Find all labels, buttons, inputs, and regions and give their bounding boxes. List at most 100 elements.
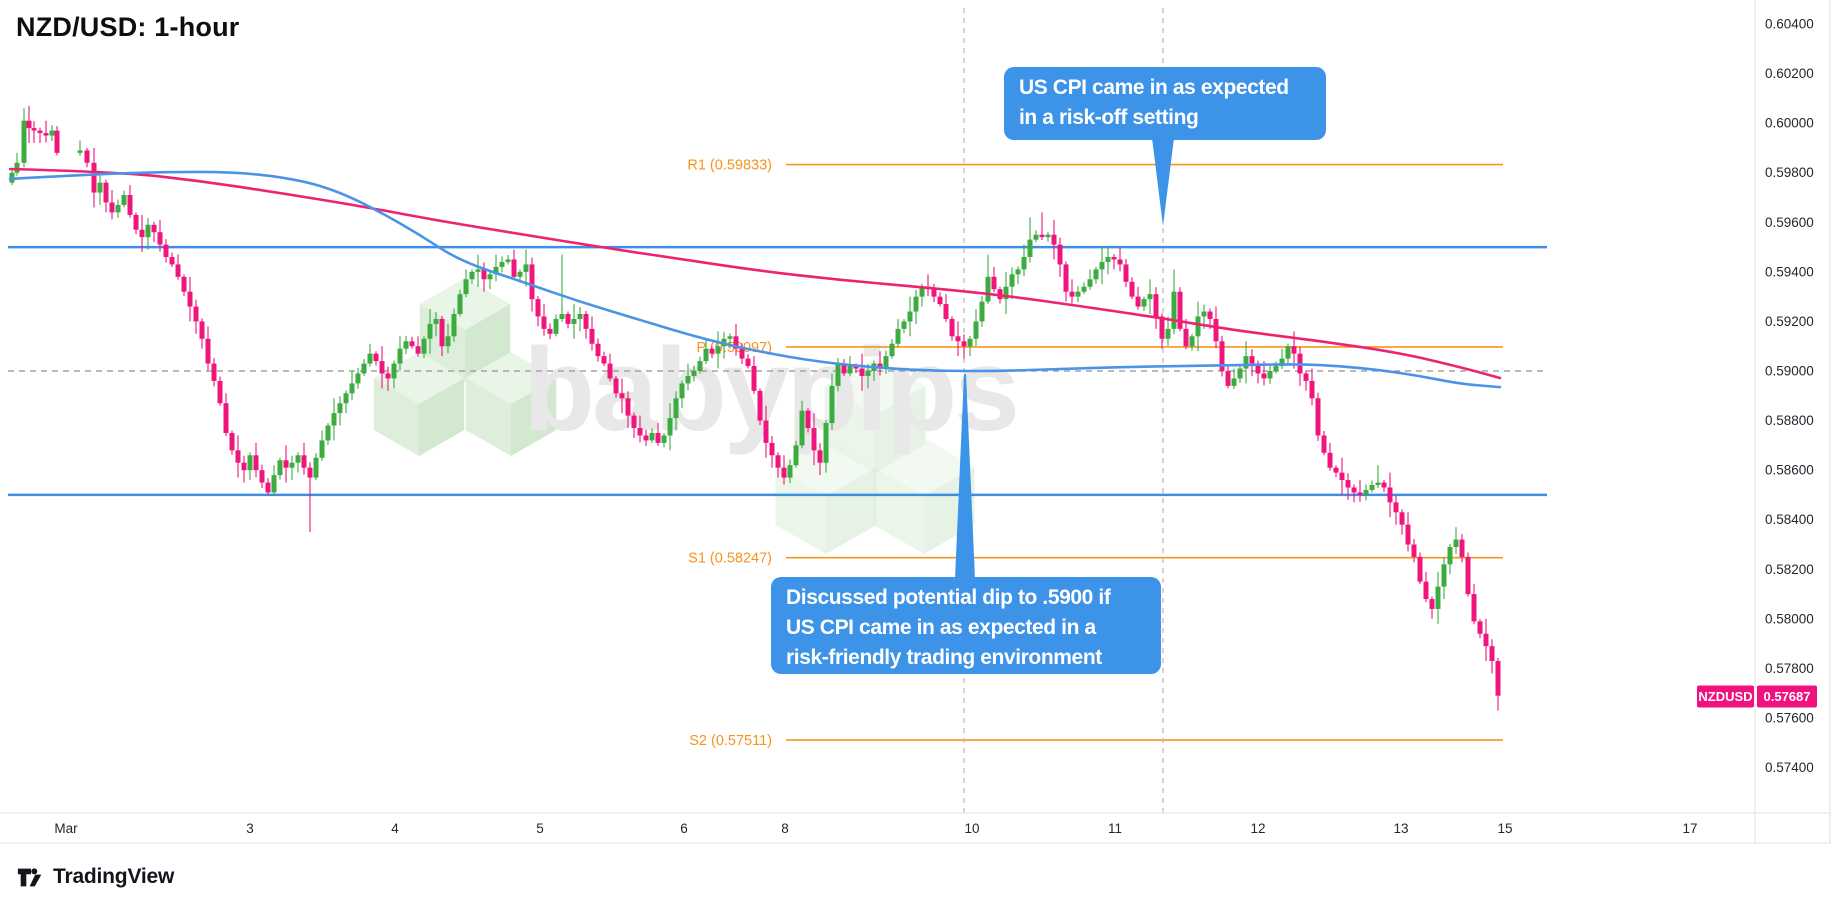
price-axis-label: 0.59400 [1765,264,1814,279]
candle [865,371,871,376]
candle [685,375,691,384]
candle [1009,274,1015,287]
candle [1345,480,1351,488]
candle [37,130,43,134]
candle [829,385,835,424]
candle [283,460,289,468]
candle [949,318,955,337]
candle [799,410,805,446]
candle [841,363,847,374]
candle [1105,256,1111,262]
candle [613,378,619,394]
candle [271,475,277,493]
candle [385,373,391,379]
candle [517,271,523,277]
candle [451,313,457,337]
candle [277,460,283,476]
candle [1003,286,1009,300]
candle [571,318,577,324]
watermark-text: babypips [523,324,1017,456]
babypips-watermark: babypips [373,278,1020,554]
candle [97,182,103,193]
candle [1231,378,1237,386]
candle [145,224,151,238]
candle [715,346,721,354]
candle [439,318,445,347]
candle [1099,261,1105,270]
candle [313,457,319,478]
candle [1141,299,1147,307]
candle [1477,621,1483,634]
candle [349,383,355,394]
candle [583,313,589,329]
candle [1057,244,1063,265]
annotation-pointer-cpi[interactable] [1152,138,1174,226]
candle [1255,363,1261,374]
candle [343,393,349,404]
price-axis-label: 0.58200 [1765,562,1814,577]
candle [1171,291,1177,329]
candle [787,465,793,478]
candle [319,440,325,458]
candle [481,269,487,280]
time-axis-label: 13 [1393,821,1408,836]
candle [409,341,415,347]
candle [289,462,295,468]
last-price-symbol: NZDUSD [1698,689,1752,704]
price-axis[interactable] [1755,0,1831,843]
candle [1465,556,1471,595]
candle [595,343,601,357]
candle [1495,661,1501,696]
candle [115,204,121,213]
pivot-levels[interactable]: R1 (0.59833)P (0.59097)S1 (0.58247)S2 (0… [687,158,1503,750]
time-axis[interactable] [0,813,1831,843]
candle [769,442,775,456]
price-axis-labels: 0.60400 0.60200 0.60000 0.59800 0.59600 0.594… [1765,17,1814,776]
candle [1327,452,1333,468]
candle [601,356,607,364]
support-resistance-lines[interactable] [8,245,1547,497]
candle [247,455,253,471]
annotation-us-cpi[interactable]: US CPI came in as expected in a risk-off… [1004,67,1326,140]
candle [487,274,493,280]
candle [655,432,661,443]
candle [355,373,361,384]
annotation-pointer-dip[interactable] [955,374,975,579]
candle [757,390,763,421]
candle [667,418,673,436]
candle [679,383,685,399]
candle [205,338,211,364]
candle [811,428,817,451]
candle [877,363,883,369]
candle [1243,356,1249,369]
candle [511,259,517,277]
ma-blue-fast [8,170,1502,389]
candle [883,356,889,369]
candle [1147,294,1153,300]
page-title: NZD/USD: 1-hour [16,12,240,42]
annotation-dip-5900[interactable]: Discussed potential dip to .5900 if US C… [771,577,1161,674]
candle [1309,380,1315,399]
candle [1339,472,1345,481]
candle [763,420,769,443]
candle [547,328,553,334]
candle [1075,291,1081,297]
candle [1375,482,1381,486]
pivot-label-s2: S2 (0.57511) [689,733,772,749]
candle [157,232,163,245]
candle [1453,539,1459,547]
candle [223,403,229,433]
candle [163,244,169,257]
candle [1201,311,1207,317]
candle [54,130,60,153]
candle [523,264,529,272]
tradingview-logo[interactable]: TradingView [16,862,174,892]
ma-pink-slow [8,167,1502,380]
candle [853,366,859,369]
candle [709,348,715,354]
candle [943,304,949,319]
time-axis-label: Mar [54,821,78,836]
candle [1021,256,1027,270]
candle [433,318,439,324]
